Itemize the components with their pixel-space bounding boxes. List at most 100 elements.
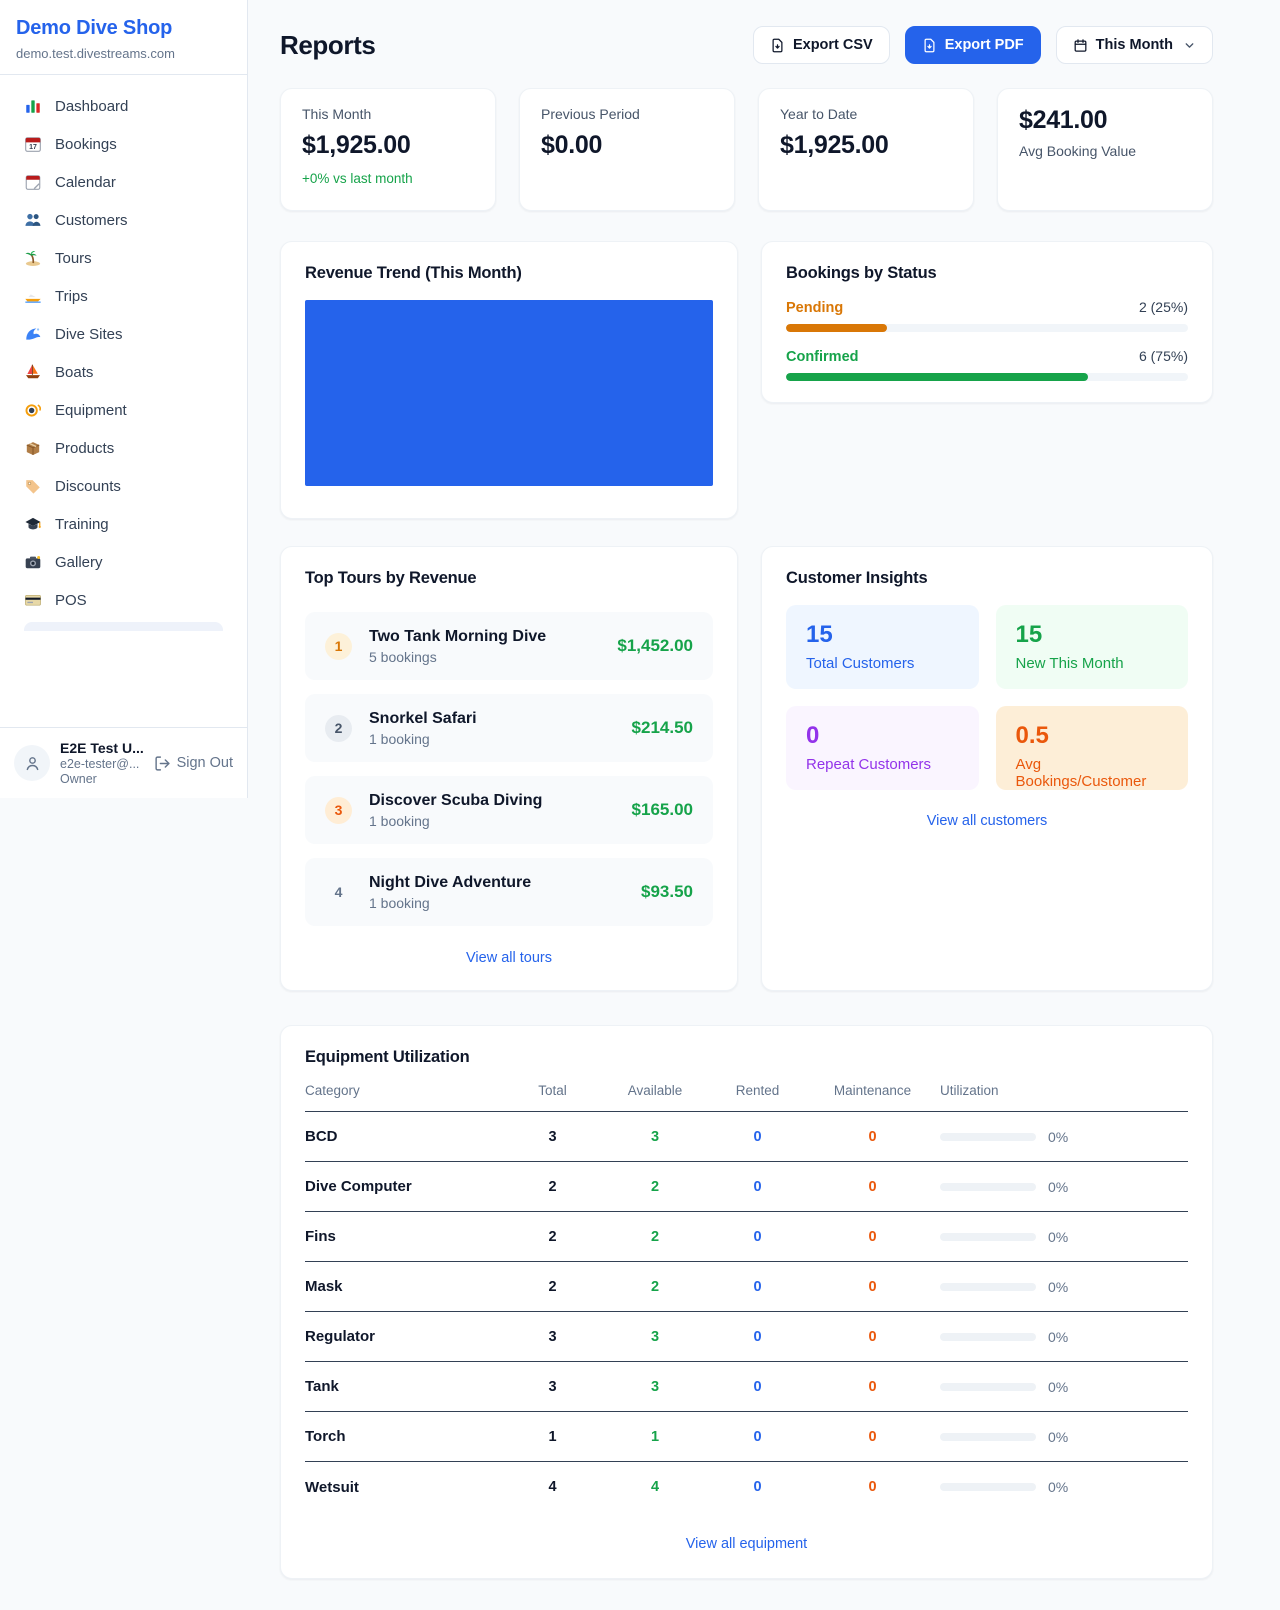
equipment-category: Wetsuit (305, 1478, 359, 1496)
column-header-category: Category (305, 1083, 360, 1098)
status-progress-track (786, 373, 1188, 381)
user-panel: E2E Test U... e2e-tester@... Owner Sign … (0, 727, 247, 798)
equipment-total: 3 (548, 1328, 557, 1345)
utilization-bar (940, 1132, 1036, 1141)
customer-insights-card: Customer Insights 15 Total Customers 15 New… (761, 546, 1213, 991)
tour-name: Discover Scuba Diving (369, 791, 543, 809)
speedboat-icon (24, 287, 42, 305)
sidebar-item-discounts[interactable]: Discounts (12, 467, 235, 505)
status-rows: Pending 2 (25%) Confirmed 6 (75%) (786, 299, 1188, 381)
sidebar-item-label: Dive Sites (55, 325, 123, 343)
wave-icon (24, 325, 42, 343)
sidebar-item-label: Gallery (55, 553, 103, 571)
sidebar-item-gallery[interactable]: Gallery (12, 543, 235, 581)
export-pdf-button[interactable]: Export PDF (904, 26, 1041, 64)
tear-calendar-icon (24, 173, 42, 191)
equipment-utilization: 0% (940, 1179, 1188, 1195)
tour-name: Night Dive Adventure (369, 873, 532, 891)
stat-value: $1,925.00 (780, 131, 889, 159)
sidebar-item-boats[interactable]: Boats (12, 353, 235, 391)
file-download-icon (924, 38, 935, 52)
equipment-utilization: 0% (940, 1129, 1188, 1145)
tour-text: Two Tank Morning Dive 5 bookings (369, 628, 546, 665)
equipment-row: Torch 1 1 0 0 0% (305, 1412, 1188, 1462)
equipment-available: 4 (650, 1479, 660, 1495)
tour-rows: 1 Two Tank Morning Dive 5 bookings $1,452.0… (305, 612, 713, 926)
sidebar-item-pos[interactable]: POS (12, 581, 235, 619)
equipment-utilization: 0% (940, 1479, 1188, 1495)
period-dropdown[interactable]: This Month (1055, 26, 1213, 64)
view-all-tours-link[interactable]: View all tours (466, 950, 552, 966)
insight-tiles: 15 Total Customers 15 New This Month 0 Repeat… (786, 605, 1188, 790)
sidebar-item-dashboard[interactable]: Dashboard (12, 87, 235, 125)
sign-out-icon (154, 755, 170, 771)
page-header: Reports Export CSV Export PDF This Month (280, 26, 1213, 64)
equipment-category: BCD (305, 1128, 338, 1145)
export-csv-button[interactable]: Export CSV (752, 26, 890, 64)
sign-out-button[interactable]: Sign Out (154, 755, 233, 772)
tour-text: Discover Scuba Diving 1 booking (369, 792, 542, 829)
equipment-total: 3 (548, 1378, 557, 1395)
credit-card-icon (24, 591, 42, 609)
sidebar-item-equipment[interactable]: Equipment (12, 391, 235, 429)
stat-value: $241.00 (1019, 106, 1108, 134)
equipment-total: 2 (548, 1228, 557, 1245)
rank-badge: 2 (325, 714, 352, 742)
equipment-utilization: 0% (940, 1329, 1188, 1345)
status-row-pending: Pending 2 (25%) (786, 299, 1188, 332)
export-pdf-label: Export PDF (944, 37, 1024, 53)
sidebar-item-calendar[interactable]: Calendar (12, 163, 235, 201)
equipment-category: Dive Computer (305, 1178, 412, 1195)
user-icon (26, 756, 38, 770)
equipment-maintenance: 0 (868, 1479, 877, 1495)
rank-badge: 3 (325, 796, 352, 824)
equipment-maintenance: 0 (868, 1428, 877, 1445)
tour-name: Snorkel Safari (369, 709, 477, 727)
file-download-icon (772, 38, 783, 52)
sidebar-item-dive-sites[interactable]: Dive Sites (12, 315, 235, 353)
stat-label: This Month (302, 106, 372, 122)
sailboat-icon (24, 363, 42, 381)
charts-row: Revenue Trend (This Month) Bookings by S… (280, 241, 1213, 519)
equipment-total: 2 (548, 1178, 557, 1195)
equipment-rented: 0 (753, 1128, 762, 1145)
equipment-rented: 0 (753, 1178, 762, 1195)
tour-bookings: 1 booking (369, 812, 430, 829)
chevron-down-icon (1185, 42, 1194, 48)
equipment-utilization: 0% (940, 1229, 1188, 1245)
svg-text:17: 17 (29, 144, 37, 151)
equipment-available: 3 (650, 1328, 660, 1345)
sidebar-item-training[interactable]: Training (12, 505, 235, 543)
sidebar-item-active-partial[interactable] (24, 622, 223, 631)
export-csv-label: Export CSV (792, 37, 873, 53)
tour-bookings: 5 bookings (369, 648, 437, 665)
tour-revenue: $214.50 (631, 718, 693, 737)
tour-text: Snorkel Safari 1 booking (369, 710, 477, 747)
stat-card-avg-booking-value: $241.00 Avg Booking Value (997, 88, 1213, 211)
view-all-customers-link[interactable]: View all customers (926, 813, 1048, 829)
sidebar-item-trips[interactable]: Trips (12, 277, 235, 315)
insight-value: 15 (806, 621, 833, 648)
equipment-row: Fins 2 2 0 0 0% (305, 1212, 1188, 1262)
graduation-cap-icon (24, 515, 42, 533)
equipment-available: 2 (650, 1178, 660, 1195)
stats-row: This Month $1,925.00 +0% vs last month P… (280, 88, 1213, 211)
sidebar-item-tours[interactable]: Tours (12, 239, 235, 277)
revenue-trend-title: Revenue Trend (This Month) (305, 264, 522, 282)
sidebar-item-customers[interactable]: Customers (12, 201, 235, 239)
sidebar-item-label: Customers (55, 211, 128, 229)
insight-label: Repeat Customers (806, 756, 932, 773)
sidebar-item-products[interactable]: Products (12, 429, 235, 467)
calendar-icon (1074, 38, 1087, 52)
equipment-table-header: Category Total Available Rented Maintenance U… (305, 1083, 1188, 1112)
sidebar-item-label: Dashboard (55, 97, 129, 115)
sidebar-nav: Dashboard 17 Bookings Calendar Customers Tour… (0, 75, 247, 727)
sidebar-item-bookings[interactable]: 17 Bookings (12, 125, 235, 163)
equipment-utilization: 0% (940, 1279, 1188, 1295)
utilization-bar (940, 1182, 1036, 1191)
brand-block: Demo Dive Shop demo.test.divestreams.com (0, 0, 247, 75)
view-all-equipment-link[interactable]: View all equipment (685, 1536, 808, 1552)
stat-card-year-to-date: Year to Date $1,925.00 (758, 88, 974, 211)
revenue-trend-chart (305, 300, 713, 486)
stat-card-this-month: This Month $1,925.00 +0% vs last month (280, 88, 496, 211)
